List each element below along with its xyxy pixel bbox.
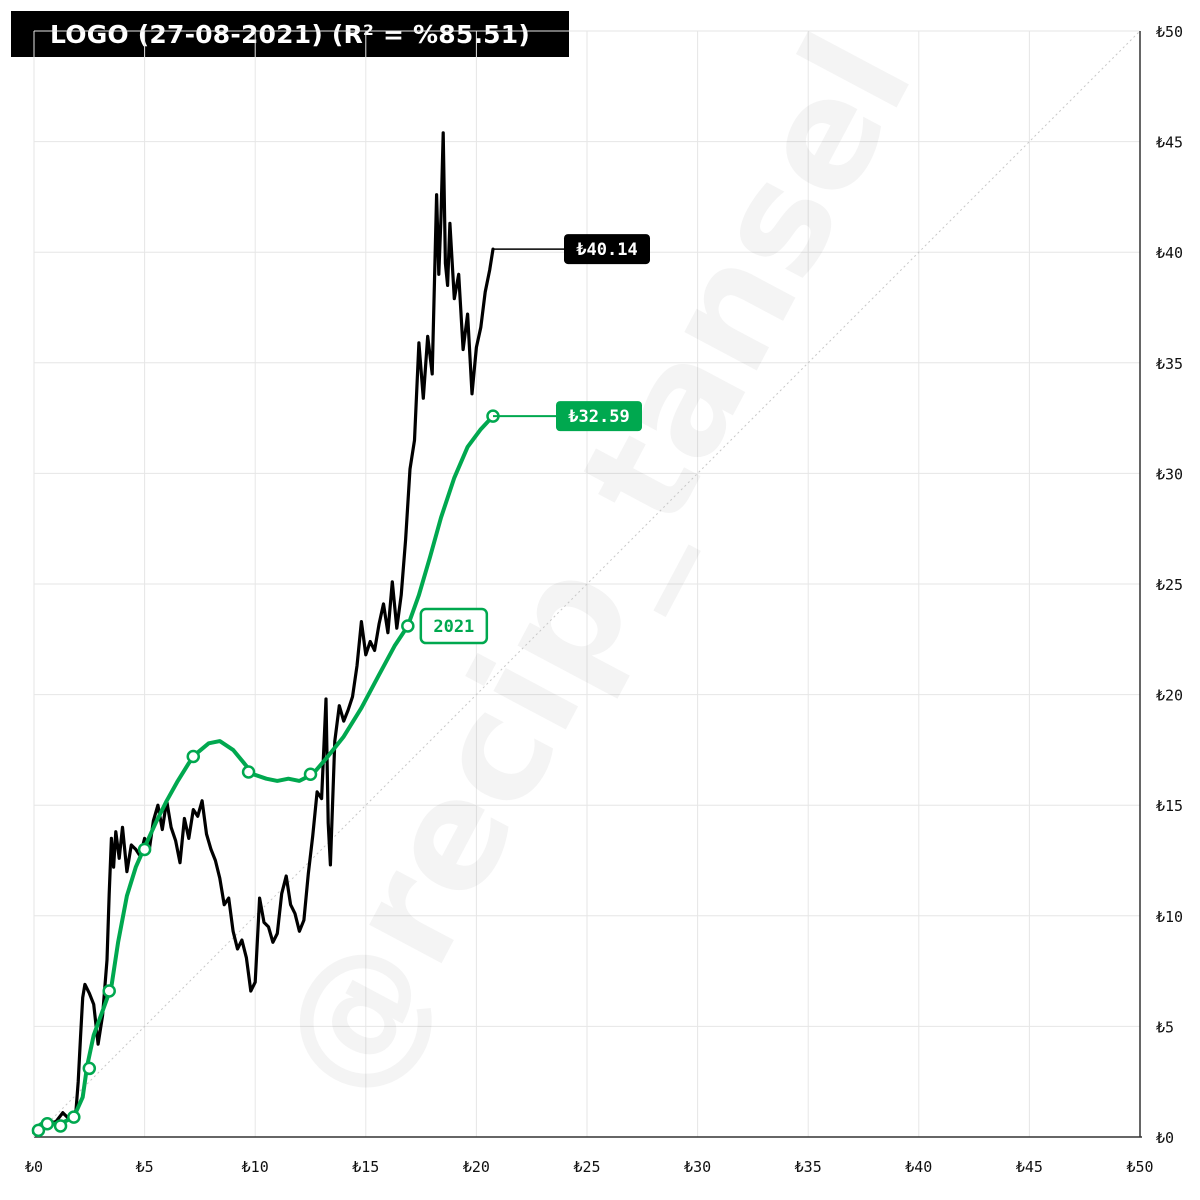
fit-marker-9: [303, 767, 318, 781]
y-tick-label-5: ₺25: [1156, 576, 1183, 594]
fit-marker-0: [31, 1123, 46, 1138]
reference-diagonal: [33, 30, 1141, 1138]
y-tick-label-6: ₺30: [1156, 465, 1183, 483]
end-label-1: ₺32.59: [568, 407, 629, 427]
annotation-label-0: 2021: [433, 617, 474, 637]
x-tick-label-7: ₺35: [795, 1158, 822, 1176]
fit-marker-5: [102, 984, 116, 998]
annotation-box-0: [419, 607, 489, 645]
y-tick-label-7: ₺35: [1156, 355, 1183, 373]
watermark-text: @recip_tansel: [243, 8, 946, 1123]
y-tick-label-1: ₺5: [1156, 1018, 1174, 1036]
end-label-box-1: [556, 401, 642, 432]
y-tick-label-9: ₺45: [1156, 134, 1183, 152]
fit-marker-10: [401, 619, 415, 633]
fit-marker-3: [67, 1110, 81, 1124]
x-tick-label-0: ₺0: [25, 1158, 43, 1176]
y-tick-label-0: ₺0: [1156, 1129, 1174, 1147]
fit-marker-4: [82, 1061, 97, 1076]
x-tick-label-8: ₺40: [905, 1158, 932, 1176]
fit-marker-6: [137, 842, 152, 857]
y-tick-label-3: ₺15: [1156, 797, 1183, 815]
fit-marker-2: [53, 1119, 68, 1133]
fit-markers: [31, 409, 500, 1138]
y-tick-label-4: ₺20: [1156, 687, 1183, 705]
end-labels: ₺40.14 ₺32.59 2021: [419, 234, 650, 645]
x-tick-labels: ₺0 ₺5 ₺10 ₺15 ₺20 ₺25 ₺30 ₺35 ₺40 ₺45 ₺50: [25, 1158, 1154, 1176]
end-label-box-0: [564, 234, 650, 265]
y-tick-labels: ₺0 ₺5 ₺10 ₺15 ₺20 ₺25 ₺30 ₺35 ₺40 ₺45 ₺50: [1156, 23, 1183, 1147]
end-label-0: ₺40.14: [576, 240, 637, 260]
fit-marker-8: [241, 765, 256, 779]
x-tick-label-3: ₺15: [352, 1158, 379, 1176]
fit-marker-1: [40, 1116, 55, 1131]
y-tick-label-10: ₺50: [1156, 23, 1183, 41]
x-tick-label-4: ₺20: [463, 1158, 490, 1176]
series-line-0: [32, 131, 495, 1135]
y-tick-label-8: ₺40: [1156, 244, 1183, 262]
watermark: @recip_tansel: [243, 8, 946, 1123]
x-tick-label-6: ₺30: [684, 1158, 711, 1176]
fit-marker-7: [186, 749, 201, 764]
y-tick-label-2: ₺10: [1156, 908, 1183, 926]
x-tick-label-1: ₺5: [136, 1158, 154, 1176]
x-tick-label-2: ₺10: [242, 1158, 269, 1176]
x-tick-label-10: ₺50: [1126, 1158, 1153, 1176]
x-tick-label-9: ₺45: [1016, 1158, 1043, 1176]
x-tick-label-5: ₺25: [573, 1158, 600, 1176]
